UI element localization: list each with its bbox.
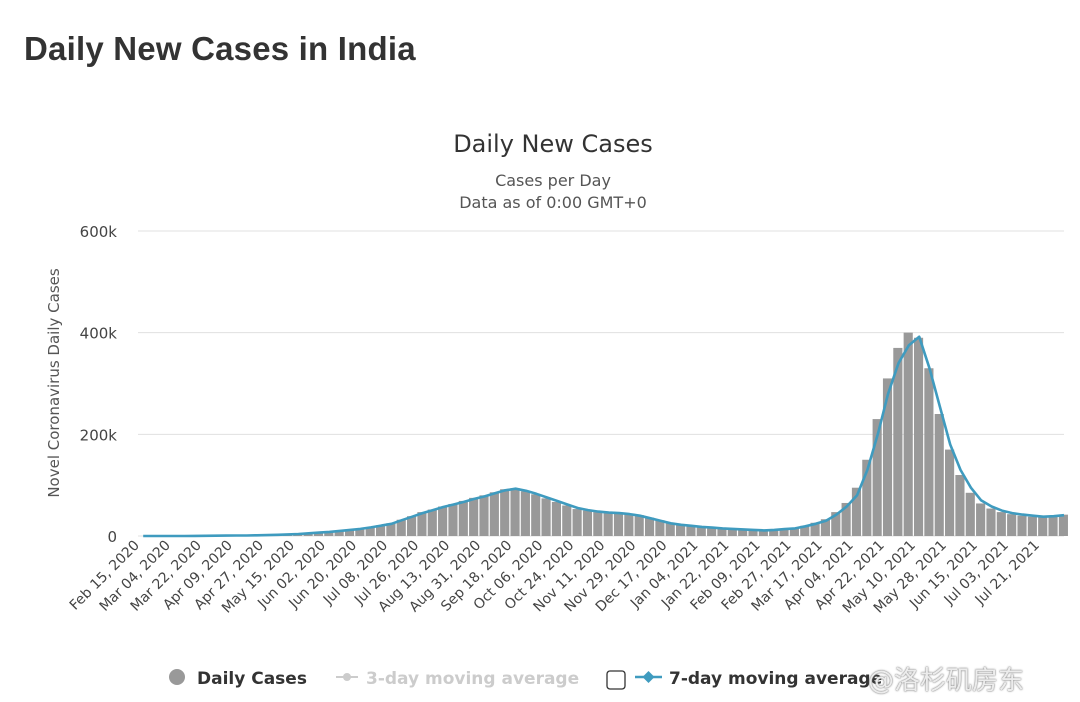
legend-item-daily-cases[interactable]: Daily Cases xyxy=(169,669,307,689)
daily-case-bar[interactable] xyxy=(841,502,851,536)
daily-case-bar[interactable] xyxy=(686,525,696,536)
daily-case-bar[interactable] xyxy=(810,522,820,536)
daily-case-bar[interactable] xyxy=(748,529,758,536)
daily-case-bar[interactable] xyxy=(572,509,582,536)
daily-case-bar[interactable] xyxy=(789,527,799,536)
daily-case-bar[interactable] xyxy=(913,337,924,536)
daily-case-bar[interactable] xyxy=(717,528,727,536)
daily-case-bar[interactable] xyxy=(1048,515,1058,536)
daily-case-bar[interactable] xyxy=(758,530,768,536)
daily-case-bar[interactable] xyxy=(438,506,448,536)
daily-case-bar[interactable] xyxy=(313,532,324,536)
daily-case-bar[interactable] xyxy=(582,510,593,536)
daily-case-bar[interactable] xyxy=(386,523,396,536)
daily-case-bar[interactable] xyxy=(696,526,706,536)
daily-case-bar[interactable] xyxy=(1007,514,1017,536)
daily-case-bar[interactable] xyxy=(500,489,510,536)
daily-case-bar[interactable] xyxy=(872,419,882,536)
daily-case-bar[interactable] xyxy=(903,332,913,536)
chart-subtitle-1: Cases per Day xyxy=(495,171,611,190)
daily-case-bar[interactable] xyxy=(665,522,675,536)
legend: Daily Cases 3-day moving average 7-day m… xyxy=(169,669,882,690)
daily-case-bar[interactable] xyxy=(986,508,996,536)
daily-case-bar[interactable] xyxy=(800,525,810,536)
y-tick-label: 400k xyxy=(80,325,118,343)
daily-case-bar[interactable] xyxy=(727,528,737,536)
daily-case-bar[interactable] xyxy=(820,519,831,536)
daily-case-bar[interactable] xyxy=(996,512,1006,536)
daily-case-bar[interactable] xyxy=(334,530,344,536)
daily-case-bar[interactable] xyxy=(324,531,334,536)
daily-case-bar[interactable] xyxy=(924,368,934,536)
daily-case-bar[interactable] xyxy=(1017,515,1027,536)
daily-case-bar[interactable] xyxy=(531,494,541,536)
daily-case-bar[interactable] xyxy=(707,527,717,536)
daily-case-bar[interactable] xyxy=(551,501,562,536)
chart-title: Daily New Cases xyxy=(453,130,653,158)
daily-case-bar[interactable] xyxy=(375,525,386,536)
legend-label-7-day-average: 7-day moving average xyxy=(669,669,882,689)
y-axis-label: Novel Coronavirus Daily Cases xyxy=(45,268,63,498)
seven-day-average-checkbox[interactable] xyxy=(606,670,626,690)
y-tick-label: 0 xyxy=(107,528,117,546)
daily-case-bar[interactable] xyxy=(396,519,406,536)
daily-case-bar[interactable] xyxy=(882,378,893,536)
chart-subtitle-2: Data as of 0:00 GMT+0 xyxy=(459,193,647,212)
daily-case-bar[interactable] xyxy=(355,528,365,536)
daily-case-bar[interactable] xyxy=(541,498,551,536)
daily-case-bar[interactable] xyxy=(1038,517,1048,536)
three-day-average-marker-icon xyxy=(343,673,351,681)
daily-case-bar[interactable] xyxy=(655,520,665,536)
daily-case-bar[interactable] xyxy=(417,512,427,536)
daily-case-bar[interactable] xyxy=(624,513,634,536)
daily-case-bar[interactable] xyxy=(779,528,789,536)
daily-case-bar[interactable] xyxy=(593,512,603,536)
daily-case-bar[interactable] xyxy=(945,449,955,536)
daily-case-bar[interactable] xyxy=(407,516,417,536)
daily-case-bar[interactable] xyxy=(479,495,489,536)
daily-case-bar[interactable] xyxy=(676,524,686,536)
daily-case-bar[interactable] xyxy=(634,515,644,536)
daily-case-bar[interactable] xyxy=(934,414,944,536)
daily-case-bar[interactable] xyxy=(458,500,468,536)
seven-day-average-diamond-icon xyxy=(642,671,655,683)
daily-case-bar[interactable] xyxy=(1027,516,1037,536)
daily-case-bar[interactable] xyxy=(489,492,499,536)
daily-case-bar[interactable] xyxy=(344,529,355,536)
daily-case-bar[interactable] xyxy=(520,491,530,536)
daily-case-bar[interactable] xyxy=(1058,514,1068,536)
daily-case-bar[interactable] xyxy=(448,503,458,536)
legend-label-3-day-average: 3-day moving average xyxy=(366,669,579,689)
daily-case-bar[interactable] xyxy=(469,497,479,536)
page-title: Daily New Cases in India xyxy=(24,30,416,67)
legend-label-daily-cases: Daily Cases xyxy=(197,669,307,689)
daily-case-bar[interactable] xyxy=(851,487,862,536)
daily-case-bar[interactable] xyxy=(862,459,872,536)
daily-case-bar[interactable] xyxy=(831,512,841,536)
daily-case-bar[interactable] xyxy=(738,529,748,536)
daily-case-bar[interactable] xyxy=(976,503,986,536)
y-tick-label: 600k xyxy=(80,223,118,241)
daily-case-bar[interactable] xyxy=(510,488,520,536)
y-tick-label: 200k xyxy=(80,426,118,444)
daily-case-bar[interactable] xyxy=(965,492,975,536)
legend-item-7-day-average[interactable]: 7-day moving average xyxy=(606,669,882,690)
seven-day-average-line xyxy=(143,335,1065,538)
legend-item-3-day-average[interactable]: 3-day moving average xyxy=(336,669,579,689)
watermark: @洛杉矶房东 xyxy=(868,666,1025,696)
daily-case-bar[interactable] xyxy=(613,513,624,536)
daily-case-bar[interactable] xyxy=(365,527,375,536)
daily-case-bar[interactable] xyxy=(603,512,613,536)
daily-case-bar[interactable] xyxy=(427,509,437,536)
daily-case-bar[interactable] xyxy=(893,347,903,536)
daily-case-bar[interactable] xyxy=(644,517,655,536)
daily-cases-marker-icon xyxy=(169,669,185,685)
daily-case-bar[interactable] xyxy=(955,475,965,536)
daily-case-bar[interactable] xyxy=(769,529,779,536)
daily-case-bar[interactable] xyxy=(562,505,572,537)
